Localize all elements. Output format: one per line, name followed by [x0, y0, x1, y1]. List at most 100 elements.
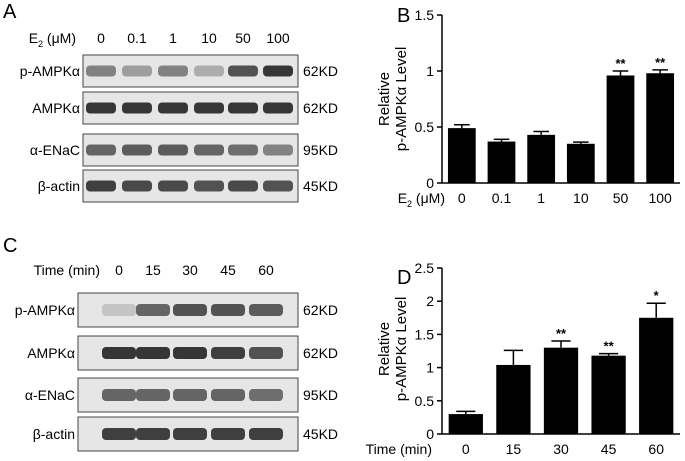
- blot-band: [173, 347, 207, 359]
- blot-band: [122, 102, 152, 114]
- blot-band: [211, 389, 245, 401]
- y-tick-label: 1: [426, 63, 434, 79]
- blot-band: [136, 347, 170, 359]
- bar: [591, 355, 626, 434]
- blot-row-label: AMPKα: [32, 100, 80, 116]
- blot-band: [158, 180, 188, 192]
- blot-band: [86, 144, 116, 156]
- y-tick-label: 1.5: [415, 7, 435, 23]
- blot-band: [249, 428, 283, 440]
- blot-c: p-AMPKα 62KD AMPKα 62KD α-ENaC 95KD β-actin 45K…: [15, 292, 338, 452]
- chart-d: 0 0.5 1 1.5 2 2.5 Relativep-AMPKα Level 0 15 ** 30…: [366, 260, 680, 457]
- blot-band: [158, 144, 188, 156]
- blot-band: [102, 304, 136, 316]
- blot-strip: [82, 169, 299, 203]
- blot-band: [228, 180, 258, 192]
- x-tick-label: 1: [537, 190, 545, 206]
- lane-label: 0.1: [127, 30, 147, 46]
- y-tick-label: 0: [426, 426, 434, 442]
- x-axis-label-main: E: [398, 190, 407, 206]
- bar: [448, 414, 483, 434]
- bar: [606, 75, 635, 183]
- blot-band: [194, 102, 224, 114]
- x-tick-label: 100: [648, 190, 672, 206]
- x-axis-label-rest: (μM): [412, 190, 445, 206]
- blot-band: [102, 389, 136, 401]
- panel-letter-c: C: [3, 235, 17, 257]
- blot-band: [136, 389, 170, 401]
- blot-band: [173, 389, 207, 401]
- y-tick-label: 1: [426, 360, 434, 376]
- lane-label: 60: [258, 262, 274, 278]
- blot-row-label: p-AMPKα: [15, 302, 75, 318]
- significance-marker: **: [604, 339, 615, 354]
- blot-band: [136, 428, 170, 440]
- blot-a-condition-label: E2 (μM): [29, 30, 76, 49]
- blot-row-label: β-actin: [38, 178, 80, 194]
- blot-band: [122, 180, 152, 192]
- blot-row-label: β-actin: [33, 426, 75, 442]
- panel-letter-a: A: [3, 1, 17, 23]
- bar: [543, 347, 579, 434]
- significance-marker: **: [556, 326, 567, 341]
- y-tick-label: 1.5: [415, 326, 435, 342]
- blot-band: [122, 65, 152, 77]
- blot-row-label: α-ENaC: [25, 387, 75, 403]
- blot-band: [228, 102, 258, 114]
- x-tick-label: 0.1: [492, 190, 512, 206]
- bar: [646, 73, 675, 183]
- blot-band: [249, 389, 283, 401]
- bar: [566, 143, 595, 183]
- x-tick-label: 10: [573, 190, 589, 206]
- x-tick-label: 30: [553, 441, 569, 457]
- blot-band: [173, 304, 207, 316]
- lane-label: 0: [115, 262, 123, 278]
- significance-marker: *: [654, 288, 660, 303]
- blot-band: [86, 180, 116, 192]
- significance-marker: **: [615, 56, 626, 71]
- y-axis-label: Relativep-AMPKα Level: [376, 297, 410, 402]
- blot-band: [228, 65, 258, 77]
- blot-band: [228, 144, 258, 156]
- blot-band: [211, 347, 245, 359]
- x-axis-label-sub: 2: [407, 199, 412, 209]
- blot-strip: [82, 133, 299, 167]
- x-tick-label: 60: [648, 441, 664, 457]
- chart-b: 0 0.5 1 1.5 Relativep-AMPKα Level 0 0.1 1 10 ** 50…: [376, 7, 680, 209]
- blot-row-label: AMPKα: [27, 345, 75, 361]
- bar: [447, 128, 476, 183]
- x-tick-label: 0: [462, 441, 470, 457]
- blot-row-label: p-AMPKα: [20, 63, 80, 79]
- bar: [527, 134, 556, 183]
- blot-band: [263, 180, 293, 192]
- blot-size-label: 45KD: [303, 178, 338, 194]
- bar: [487, 141, 516, 183]
- y-axis-label-line2: p-AMPKα Level: [393, 297, 410, 402]
- blot-band: [211, 304, 245, 316]
- blot-size-label: 45KD: [303, 426, 338, 442]
- bar: [639, 317, 674, 434]
- panel-letter-b: B: [397, 5, 410, 27]
- blot-band: [194, 180, 224, 192]
- blot-band: [194, 65, 224, 77]
- y-tick-label: 0.5: [415, 119, 435, 135]
- y-axis-label-line1: Relative: [376, 322, 393, 376]
- blot-size-label: 62KD: [303, 63, 338, 79]
- lane-label: 100: [266, 30, 290, 46]
- blot-band: [194, 144, 224, 156]
- blot-size-label: 95KD: [303, 387, 338, 403]
- x-axis-label: Time (min): [366, 441, 432, 457]
- blot-band: [249, 304, 283, 316]
- lane-label: 1: [169, 30, 177, 46]
- y-tick-label: 2.5: [415, 260, 435, 276]
- blot-band: [86, 65, 116, 77]
- blot-band: [136, 304, 170, 316]
- blot-strip: [82, 91, 299, 125]
- significance-marker: **: [655, 55, 666, 70]
- lane-label: 0: [97, 30, 105, 46]
- blot-band: [102, 347, 136, 359]
- x-tick-label: 45: [601, 441, 617, 457]
- x-axis-label: E2 (μM): [398, 190, 445, 209]
- blot-band: [158, 102, 188, 114]
